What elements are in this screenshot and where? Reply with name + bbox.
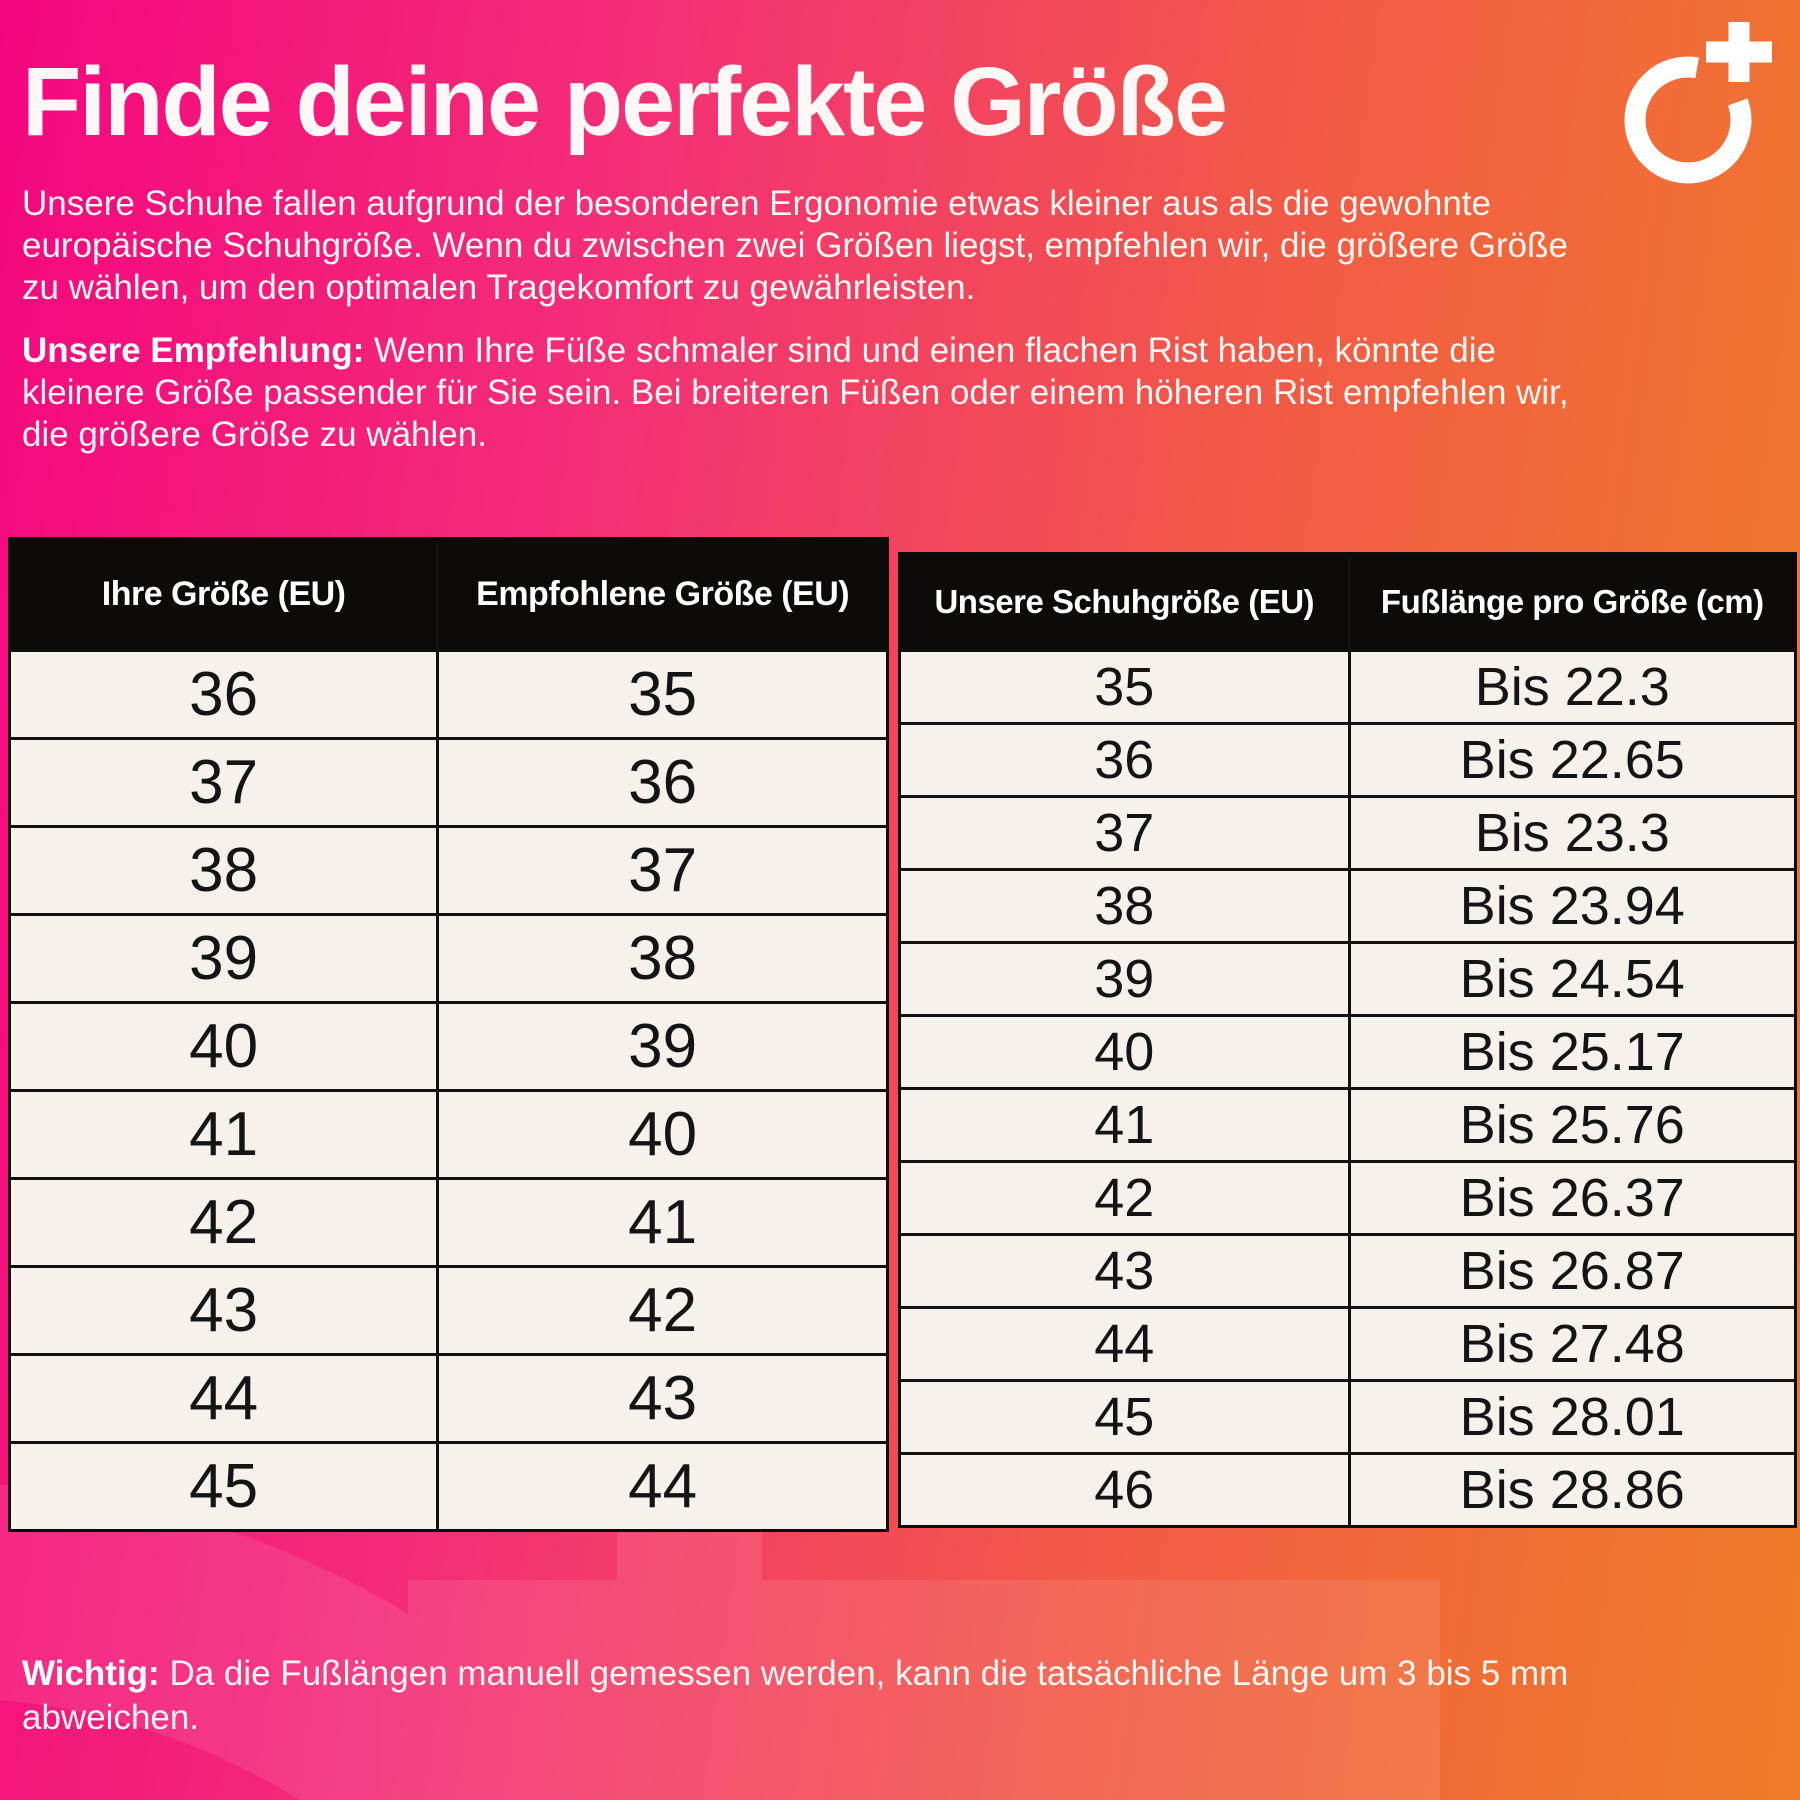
foot-length-cell: Bis 23.94 xyxy=(1347,871,1795,941)
table-row: 46 Bis 28.86 xyxy=(901,1452,1794,1525)
table-row: 39 38 xyxy=(11,913,886,1001)
column-header-fusslaenge: Fußlänge pro Größe (cm) xyxy=(1347,555,1795,649)
important-note-text: Da die Fußlängen manuell gemessen werden… xyxy=(22,1654,1569,1737)
your-size-cell: 42 xyxy=(189,1188,259,1257)
shoe-size-cell: 37 xyxy=(1094,803,1155,863)
table-row: 37 36 xyxy=(11,737,886,825)
foot-length-cell: Bis 26.87 xyxy=(1347,1236,1795,1306)
important-note-label: Wichtig: xyxy=(22,1654,160,1693)
foot-length-cell: Bis 26.37 xyxy=(1347,1163,1795,1233)
your-size-cell: 37 xyxy=(189,748,259,817)
column-header-empfohlene-groesse: Empfohlene Größe (EU) xyxy=(436,540,886,649)
your-size-cell: 39 xyxy=(189,924,259,993)
foot-length-table: Unsere Schuhgröße (EU) Fußlänge pro Größ… xyxy=(898,552,1797,1528)
table-row: 44 43 xyxy=(11,1353,886,1441)
shoe-size-cell: 36 xyxy=(1094,730,1155,790)
column-header-ihre-groesse: Ihre Größe (EU) xyxy=(101,575,346,613)
foot-length-cell: Bis 28.01 xyxy=(1347,1382,1795,1452)
size-conversion-table: Ihre Größe (EU) Empfohlene Größe (EU) 36… xyxy=(8,537,889,1532)
table-header-row: Unsere Schuhgröße (EU) Fußlänge pro Größ… xyxy=(901,555,1794,649)
recommendation-paragraph: Unsere Empfehlung: Wenn Ihre Füße schmal… xyxy=(22,330,1570,456)
table-row: 35 Bis 22.3 xyxy=(901,649,1794,722)
your-size-cell: 41 xyxy=(189,1100,259,1169)
shoe-size-cell: 44 xyxy=(1094,1314,1155,1374)
your-size-cell: 38 xyxy=(189,836,259,905)
recommended-size-cell: 40 xyxy=(436,1092,886,1177)
shoe-size-cell: 38 xyxy=(1094,876,1155,936)
table-row: 42 Bis 26.37 xyxy=(901,1160,1794,1233)
shoe-size-cell: 40 xyxy=(1094,1022,1155,1082)
table-header-row: Ihre Größe (EU) Empfohlene Größe (EU) xyxy=(11,540,886,649)
intro-paragraph: Unsere Schuhe fallen aufgrund der besond… xyxy=(22,184,1568,307)
shoe-size-cell: 43 xyxy=(1094,1241,1155,1301)
recommended-size-cell: 42 xyxy=(436,1268,886,1353)
recommended-size-cell: 36 xyxy=(436,740,886,825)
your-size-cell: 36 xyxy=(189,660,259,729)
table-row: 39 Bis 24.54 xyxy=(901,941,1794,1014)
shoe-size-cell: 39 xyxy=(1094,949,1155,1009)
important-note: Wichtig: Da die Fußlängen manuell gemess… xyxy=(22,1652,1634,1740)
foot-length-cell: Bis 28.86 xyxy=(1347,1455,1795,1525)
recommended-size-cell: 44 xyxy=(436,1444,886,1529)
your-size-cell: 45 xyxy=(189,1452,259,1521)
table-row: 43 Bis 26.87 xyxy=(901,1233,1794,1306)
shoe-size-cell: 45 xyxy=(1094,1387,1155,1447)
foot-length-cell: Bis 22.3 xyxy=(1347,652,1795,722)
foot-length-cell: Bis 23.3 xyxy=(1347,798,1795,868)
table-row: 38 37 xyxy=(11,825,886,913)
recommendation-text: Wenn Ihre Füße schmaler sind und einen f… xyxy=(22,331,1569,454)
table-row: 45 Bis 28.01 xyxy=(901,1379,1794,1452)
table-row: 43 42 xyxy=(11,1265,886,1353)
table-row: 45 44 xyxy=(11,1441,886,1529)
your-size-cell: 43 xyxy=(189,1276,259,1345)
foot-length-cell: Bis 25.76 xyxy=(1347,1090,1795,1160)
foot-length-cell: Bis 22.65 xyxy=(1347,725,1795,795)
shoe-size-cell: 41 xyxy=(1094,1095,1155,1155)
table-row: 44 Bis 27.48 xyxy=(901,1306,1794,1379)
recommended-size-cell: 39 xyxy=(436,1004,886,1089)
recommended-size-cell: 37 xyxy=(436,828,886,913)
your-size-cell: 40 xyxy=(189,1012,259,1081)
table-row: 36 Bis 22.65 xyxy=(901,722,1794,795)
recommended-size-cell: 41 xyxy=(436,1180,886,1265)
table-row: 36 35 xyxy=(11,649,886,737)
recommended-size-cell: 38 xyxy=(436,916,886,1001)
table-row: 37 Bis 23.3 xyxy=(901,795,1794,868)
recommended-size-cell: 35 xyxy=(436,652,886,737)
shoe-size-cell: 42 xyxy=(1094,1168,1155,1228)
shoe-size-cell: 35 xyxy=(1094,657,1155,717)
table-row: 40 39 xyxy=(11,1001,886,1089)
table-row: 41 Bis 25.76 xyxy=(901,1087,1794,1160)
o-plus-logo-icon xyxy=(1624,22,1772,184)
page-title: Finde deine perfekte Größe xyxy=(22,47,1228,156)
table-row: 41 40 xyxy=(11,1089,886,1177)
foot-length-cell: Bis 27.48 xyxy=(1347,1309,1795,1379)
column-header-unsere-schuhgroesse: Unsere Schuhgröße (EU) xyxy=(934,583,1315,620)
foot-length-cell: Bis 24.54 xyxy=(1347,944,1795,1014)
shoe-size-cell: 46 xyxy=(1094,1460,1155,1520)
table-row: 40 Bis 25.17 xyxy=(901,1014,1794,1087)
recommended-size-cell: 43 xyxy=(436,1356,886,1441)
your-size-cell: 44 xyxy=(189,1364,259,1433)
foot-length-cell: Bis 25.17 xyxy=(1347,1017,1795,1087)
table-row: 42 41 xyxy=(11,1177,886,1265)
table-row: 38 Bis 23.94 xyxy=(901,868,1794,941)
recommendation-label: Unsere Empfehlung: xyxy=(22,331,365,370)
